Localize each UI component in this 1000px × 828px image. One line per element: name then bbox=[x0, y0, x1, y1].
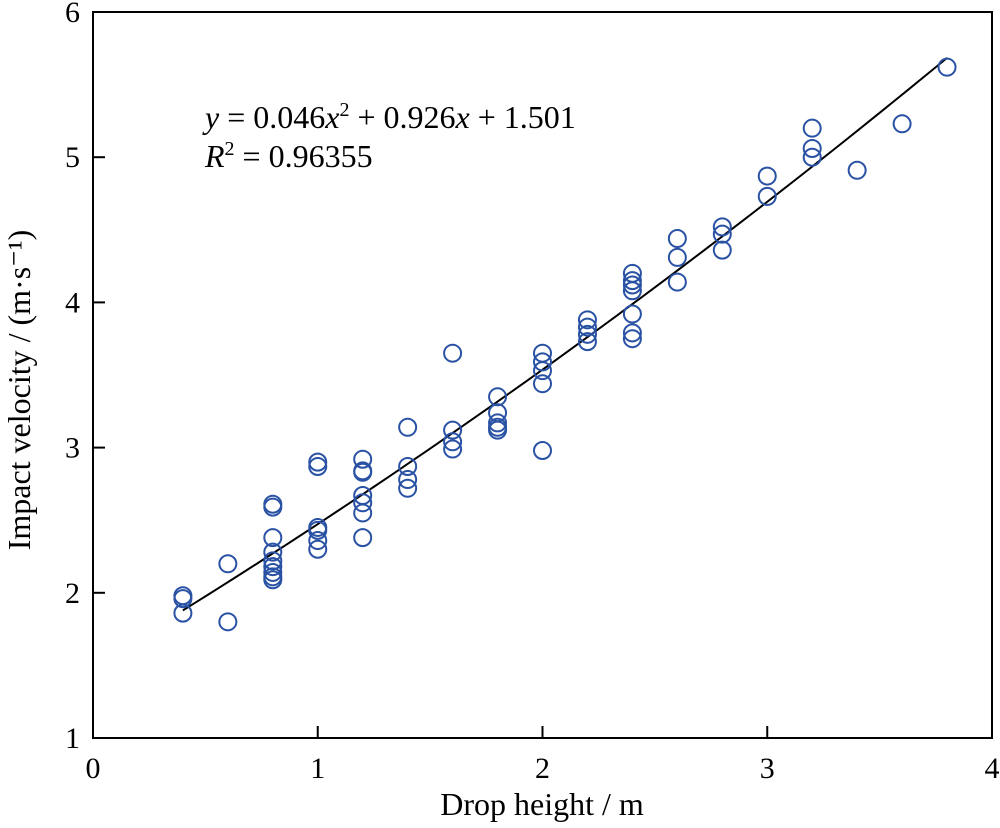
data-point bbox=[173, 603, 193, 623]
data-point bbox=[622, 271, 642, 291]
data-point bbox=[308, 539, 328, 559]
data-point bbox=[937, 57, 957, 77]
y-tick-label: 1 bbox=[65, 722, 80, 755]
data-point bbox=[577, 332, 597, 352]
y-tick-label: 4 bbox=[65, 286, 80, 319]
x-axis-title: Drop height / m bbox=[440, 786, 644, 822]
data-point bbox=[892, 114, 912, 134]
data-point bbox=[308, 456, 328, 476]
data-point bbox=[533, 374, 552, 394]
y-tick-label: 5 bbox=[65, 141, 80, 174]
data-point bbox=[308, 452, 328, 472]
data-point bbox=[802, 138, 822, 158]
y-tick-label: 6 bbox=[65, 0, 80, 29]
data-point bbox=[398, 417, 418, 437]
data-point bbox=[308, 520, 328, 540]
data-point bbox=[263, 570, 283, 590]
data-point bbox=[488, 420, 508, 440]
data-point bbox=[533, 361, 552, 381]
data-point bbox=[667, 229, 687, 249]
x-tick-label: 3 bbox=[760, 752, 775, 785]
data-point bbox=[712, 217, 732, 237]
data-point bbox=[218, 612, 238, 632]
data-point bbox=[353, 528, 373, 548]
equation-annotation: y = 0.046x2 + 0.926x + 1.501 bbox=[202, 99, 576, 135]
data-point bbox=[443, 432, 463, 452]
data-point bbox=[398, 470, 418, 490]
data-point bbox=[802, 147, 822, 167]
data-point bbox=[353, 449, 373, 469]
data-points bbox=[173, 57, 957, 632]
data-point bbox=[533, 352, 552, 372]
x-tick-label: 1 bbox=[310, 752, 325, 785]
x-tick-label: 0 bbox=[86, 752, 101, 785]
data-point bbox=[622, 329, 642, 349]
data-point bbox=[533, 441, 552, 460]
data-point bbox=[443, 439, 463, 459]
data-point bbox=[488, 413, 508, 433]
data-point bbox=[173, 589, 193, 609]
data-point bbox=[577, 310, 597, 330]
data-point bbox=[263, 562, 283, 582]
y-axis-title: Impact velocity / (m·s⁻¹) bbox=[1, 230, 37, 551]
data-point bbox=[353, 462, 373, 482]
data-point bbox=[847, 160, 867, 180]
data-point bbox=[263, 528, 283, 548]
data-point bbox=[802, 118, 822, 138]
x-tick-label: 4 bbox=[985, 752, 1000, 785]
y-tick-label: 3 bbox=[65, 432, 80, 465]
x-tick-label: 2 bbox=[535, 752, 550, 785]
data-point bbox=[757, 166, 777, 186]
data-point bbox=[622, 304, 642, 324]
data-point bbox=[353, 503, 373, 523]
data-point bbox=[263, 551, 283, 571]
data-point bbox=[667, 247, 687, 267]
data-point bbox=[622, 275, 642, 295]
data-point bbox=[398, 456, 418, 476]
data-point bbox=[622, 281, 642, 301]
data-point bbox=[353, 493, 373, 513]
data-point bbox=[218, 554, 238, 574]
data-point bbox=[667, 272, 687, 292]
axis-ticks bbox=[92, 11, 993, 739]
data-point bbox=[443, 420, 463, 440]
data-point bbox=[577, 324, 597, 344]
data-point bbox=[577, 317, 597, 337]
data-point bbox=[263, 497, 283, 517]
data-point bbox=[263, 542, 283, 562]
data-point bbox=[757, 186, 777, 206]
data-point bbox=[712, 224, 732, 244]
y-tick-label: 2 bbox=[65, 577, 80, 610]
data-point bbox=[622, 323, 642, 343]
data-point bbox=[398, 478, 418, 498]
data-point bbox=[263, 557, 283, 577]
data-point bbox=[712, 240, 732, 260]
data-point bbox=[488, 387, 508, 407]
data-point bbox=[308, 531, 328, 551]
r-squared-annotation: R2 = 0.96355 bbox=[204, 138, 373, 174]
data-point bbox=[443, 343, 463, 363]
